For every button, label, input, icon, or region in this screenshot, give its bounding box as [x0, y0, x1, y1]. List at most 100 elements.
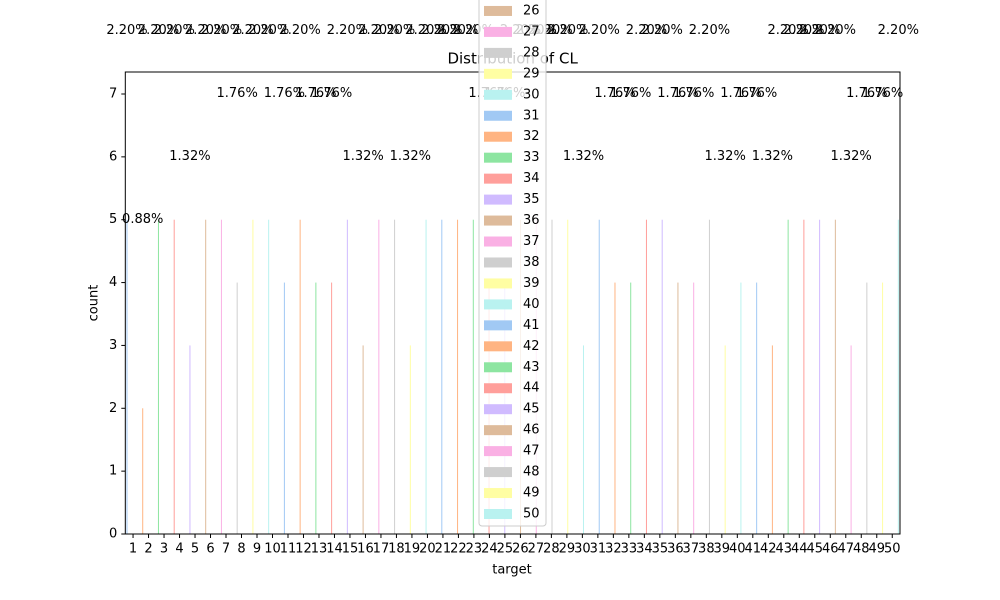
legend-swatch	[484, 173, 512, 184]
x-tick-label: 20	[419, 542, 436, 557]
legend-label: 29	[523, 66, 540, 81]
legend-swatch	[484, 362, 512, 373]
bar	[834, 219, 836, 534]
bar	[283, 282, 285, 534]
value-label: 2.20%	[232, 23, 273, 38]
value-label: 2.20%	[878, 23, 919, 38]
legend-label: 28	[523, 45, 540, 60]
bar	[457, 219, 459, 534]
value-label: 1.76%	[862, 86, 903, 101]
value-label: 2.20%	[248, 23, 289, 38]
bar	[142, 408, 144, 534]
x-tick-label: 18	[388, 542, 405, 557]
x-tick-label: 38	[698, 542, 715, 557]
y-axis-label: count	[87, 285, 102, 322]
bar	[724, 345, 726, 534]
x-tick-label: 7	[222, 542, 230, 557]
x-tick-label: 34	[636, 542, 653, 557]
legend-label: 40	[523, 297, 540, 312]
value-label: 0.88%	[122, 212, 163, 227]
bar	[394, 219, 396, 534]
legend-label: 37	[523, 234, 540, 249]
legend-box	[478, 0, 547, 527]
legend-swatch	[484, 488, 512, 499]
legend-label: 39	[523, 276, 540, 291]
x-tick-label: 22	[450, 542, 467, 557]
value-label: 2.20%	[579, 23, 620, 38]
y-tick-label: 3	[109, 338, 117, 353]
x-tick-label: 32	[605, 542, 622, 557]
value-label: 1.32%	[705, 149, 746, 164]
x-tick-label: 25	[497, 542, 514, 557]
x-tick-label: 19	[404, 542, 421, 557]
legend-label: 27	[523, 24, 540, 39]
x-tick-label: 26	[512, 542, 529, 557]
y-tick-label: 6	[109, 149, 117, 164]
x-tick-label: 40	[729, 542, 746, 557]
legend-label: 33	[523, 150, 540, 165]
x-tick-label: 45	[807, 542, 824, 557]
x-tick-label: 16	[357, 542, 374, 557]
y-tick-label: 4	[109, 275, 117, 290]
bar	[252, 219, 254, 534]
x-tick-label: 12	[295, 542, 312, 557]
x-tick-label: 29	[559, 542, 576, 557]
bar	[582, 345, 584, 534]
bar	[756, 282, 758, 534]
y-tick-label: 2	[109, 401, 117, 416]
legend-label: 32	[523, 129, 540, 144]
legend-label: 41	[523, 318, 540, 333]
value-label: 2.20%	[799, 23, 840, 38]
legend-swatch	[484, 299, 512, 310]
legend-label: 38	[523, 255, 540, 270]
legend-swatch	[484, 320, 512, 331]
bar	[661, 219, 663, 534]
legend-label: 36	[523, 213, 540, 228]
value-label: 1.76%	[846, 86, 887, 101]
bar	[268, 219, 270, 534]
legend-label: 46	[523, 423, 540, 438]
y-tick-label: 1	[109, 464, 117, 479]
value-label: 2.20%	[783, 23, 824, 38]
x-tick-label: 27	[528, 542, 545, 557]
value-label: 2.20%	[626, 23, 667, 38]
x-tick-label: 39	[714, 542, 731, 557]
bar	[157, 219, 159, 534]
bar	[677, 282, 679, 534]
x-tick-label: 6	[206, 542, 214, 557]
legend-label: 42	[523, 339, 540, 354]
value-label: 2.20%	[279, 23, 320, 38]
x-tick-label: 28	[543, 542, 560, 557]
bar	[425, 219, 427, 534]
value-label: 1.76%	[217, 86, 258, 101]
value-label: 2.20%	[106, 23, 147, 38]
legend-label: 44	[523, 381, 540, 396]
value-label: 1.76%	[610, 86, 651, 101]
value-label: 1.76%	[295, 86, 336, 101]
bar	[331, 282, 333, 534]
value-label: 2.20%	[421, 23, 462, 38]
bar	[614, 282, 616, 534]
x-tick-label: 14	[326, 542, 343, 557]
bar	[299, 219, 301, 534]
legend-swatch	[484, 278, 512, 289]
bar	[787, 219, 789, 534]
value-label: 2.20%	[358, 23, 399, 38]
x-tick-label: 47	[837, 542, 854, 557]
bar	[236, 282, 238, 534]
y-tick-label: 7	[109, 87, 117, 102]
bar	[220, 219, 222, 534]
value-label: 2.20%	[138, 23, 179, 38]
value-label: 2.20%	[374, 23, 415, 38]
bar	[205, 219, 207, 534]
legend-label: 43	[523, 360, 540, 375]
legend-swatch	[484, 383, 512, 394]
bar	[315, 282, 317, 534]
x-tick-label: 11	[280, 542, 297, 557]
value-label: 2.20%	[201, 23, 242, 38]
legend-swatch	[484, 215, 512, 226]
bar	[740, 282, 742, 534]
bar	[567, 219, 569, 534]
x-tick-label: 9	[253, 542, 261, 557]
x-tick-label: 43	[776, 542, 793, 557]
